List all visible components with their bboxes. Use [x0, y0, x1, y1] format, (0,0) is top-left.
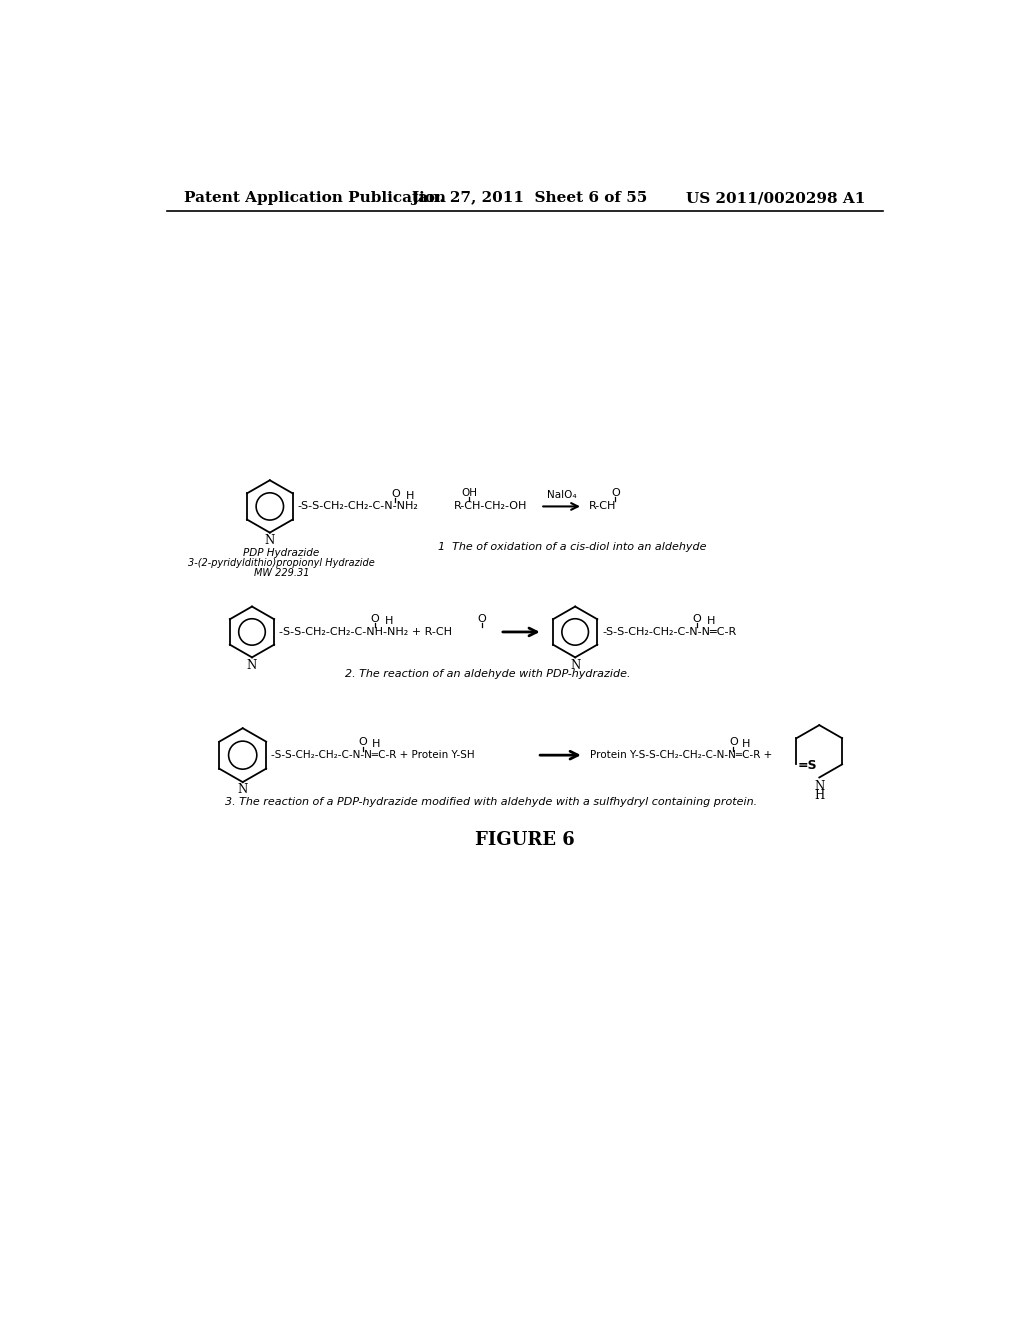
Text: -S-S-CH₂-CH₂-C-NH-NH₂ + R-CH: -S-S-CH₂-CH₂-C-NH-NH₂ + R-CH	[280, 627, 453, 638]
Text: 3-(2-pyridyldithio)propionyl Hydrazide: 3-(2-pyridyldithio)propionyl Hydrazide	[188, 557, 375, 568]
Text: R-CH: R-CH	[589, 502, 616, 511]
Text: H: H	[742, 739, 751, 750]
Text: -S-S-CH₂-CH₂-C-N-NH₂: -S-S-CH₂-CH₂-C-N-NH₂	[298, 502, 419, 511]
Text: Jan. 27, 2011  Sheet 6 of 55: Jan. 27, 2011 Sheet 6 of 55	[411, 191, 647, 206]
Text: H: H	[814, 789, 824, 803]
Text: -S-S-CH₂-CH₂-C-N-N═C-R + Protein Y-SH: -S-S-CH₂-CH₂-C-N-N═C-R + Protein Y-SH	[271, 750, 475, 760]
Text: H: H	[385, 616, 393, 626]
Text: Patent Application Publication: Patent Application Publication	[183, 191, 445, 206]
Text: 1  The of oxidation of a cis-diol into an aldehyde: 1 The of oxidation of a cis-diol into an…	[438, 543, 707, 552]
Text: O: O	[478, 614, 486, 624]
Text: NaIO₄: NaIO₄	[547, 490, 577, 500]
Text: O: O	[611, 487, 620, 498]
Text: N: N	[570, 659, 581, 672]
Text: R-CH-CH₂-OH: R-CH-CH₂-OH	[454, 502, 527, 511]
Text: O: O	[729, 737, 737, 747]
Text: N: N	[814, 780, 824, 793]
Text: MW 229.31: MW 229.31	[254, 568, 309, 578]
Text: H: H	[406, 491, 415, 500]
Text: US 2011/0020298 A1: US 2011/0020298 A1	[686, 191, 865, 206]
Text: OH: OH	[461, 487, 477, 498]
Text: N: N	[238, 783, 248, 796]
Text: N: N	[264, 533, 275, 546]
Text: O: O	[358, 737, 368, 747]
Text: PDP Hydrazide: PDP Hydrazide	[244, 548, 319, 557]
Text: -S-S-CH₂-CH₂-C-N-N═C-R: -S-S-CH₂-CH₂-C-N-N═C-R	[602, 627, 736, 638]
Text: H: H	[372, 739, 380, 750]
Text: =S: =S	[798, 759, 817, 772]
Text: H: H	[707, 616, 715, 626]
Text: O: O	[391, 490, 399, 499]
Text: 2. The reaction of an aldehyde with PDP-hydrazide.: 2. The reaction of an aldehyde with PDP-…	[345, 669, 631, 680]
Text: FIGURE 6: FIGURE 6	[475, 830, 574, 849]
Text: 3. The reaction of a PDP-hydrazide modified with aldehyde with a sulfhydryl cont: 3. The reaction of a PDP-hydrazide modif…	[225, 797, 757, 807]
Text: Protein Y-S-S-CH₂-CH₂-C-N-N═C-R +: Protein Y-S-S-CH₂-CH₂-C-N-N═C-R +	[590, 750, 772, 760]
Text: O: O	[692, 614, 701, 624]
Text: O: O	[371, 614, 380, 624]
Text: N: N	[247, 659, 257, 672]
